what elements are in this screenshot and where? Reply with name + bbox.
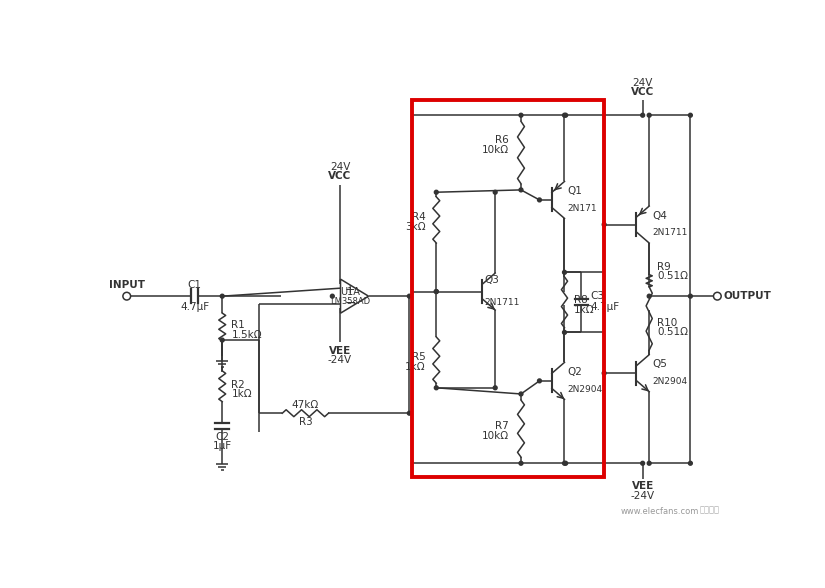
Text: R4: R4 bbox=[412, 212, 426, 222]
Circle shape bbox=[330, 294, 334, 298]
Text: 1kΩ: 1kΩ bbox=[405, 362, 426, 372]
Circle shape bbox=[519, 113, 523, 117]
Circle shape bbox=[493, 191, 497, 194]
Text: 财子发大: 财子发大 bbox=[700, 505, 719, 514]
Circle shape bbox=[641, 462, 644, 465]
Text: VCC: VCC bbox=[631, 87, 654, 97]
Circle shape bbox=[648, 294, 651, 298]
Circle shape bbox=[689, 462, 692, 465]
Circle shape bbox=[434, 290, 438, 293]
Text: LM358AD: LM358AD bbox=[331, 297, 370, 306]
Text: Q4: Q4 bbox=[653, 211, 667, 220]
Text: Q5: Q5 bbox=[653, 359, 667, 369]
Text: 24V: 24V bbox=[330, 162, 351, 172]
Circle shape bbox=[563, 270, 567, 274]
Text: R1: R1 bbox=[232, 320, 245, 330]
Text: 4.7μF: 4.7μF bbox=[591, 302, 620, 312]
Circle shape bbox=[641, 113, 644, 117]
Text: R6: R6 bbox=[495, 135, 509, 145]
Circle shape bbox=[434, 191, 438, 194]
Circle shape bbox=[563, 462, 567, 465]
Circle shape bbox=[519, 462, 523, 465]
Text: 1.5kΩ: 1.5kΩ bbox=[232, 330, 262, 340]
Text: C1: C1 bbox=[187, 280, 201, 290]
Text: OUTPUT: OUTPUT bbox=[724, 291, 771, 301]
Text: 2N1711: 2N1711 bbox=[484, 298, 520, 307]
Circle shape bbox=[538, 198, 541, 202]
Circle shape bbox=[408, 294, 412, 298]
Text: 1kΩ: 1kΩ bbox=[232, 389, 252, 399]
Circle shape bbox=[434, 290, 438, 293]
Text: Q2: Q2 bbox=[568, 367, 582, 377]
Text: INPUT: INPUT bbox=[109, 280, 144, 290]
Circle shape bbox=[519, 392, 523, 396]
Circle shape bbox=[563, 113, 567, 117]
Text: -24V: -24V bbox=[328, 355, 352, 365]
Text: U1A: U1A bbox=[341, 286, 361, 296]
Circle shape bbox=[602, 371, 606, 375]
Text: R3: R3 bbox=[299, 417, 313, 427]
Text: 4.7μF: 4.7μF bbox=[180, 302, 209, 312]
Circle shape bbox=[220, 294, 224, 298]
Bar bbox=[412, 100, 604, 477]
Circle shape bbox=[563, 113, 568, 117]
Text: 24V: 24V bbox=[633, 78, 653, 88]
Text: Q3: Q3 bbox=[484, 275, 499, 285]
Circle shape bbox=[563, 330, 567, 335]
Text: 10kΩ: 10kΩ bbox=[482, 145, 509, 155]
Text: R8: R8 bbox=[573, 295, 587, 305]
Text: −: − bbox=[344, 296, 356, 310]
Text: 2N171: 2N171 bbox=[568, 204, 597, 213]
Text: VEE: VEE bbox=[631, 482, 653, 492]
Text: 47kΩ: 47kΩ bbox=[292, 400, 319, 410]
Text: 10kΩ: 10kΩ bbox=[482, 432, 509, 442]
Text: +: + bbox=[344, 283, 355, 296]
Circle shape bbox=[648, 113, 651, 117]
Text: www.elecfans.com: www.elecfans.com bbox=[620, 506, 699, 516]
Circle shape bbox=[648, 462, 651, 465]
Text: 0.51Ω: 0.51Ω bbox=[657, 328, 688, 338]
Circle shape bbox=[220, 338, 224, 342]
Text: 3kΩ: 3kΩ bbox=[405, 222, 426, 232]
Text: R5: R5 bbox=[412, 352, 426, 362]
Text: 1μF: 1μF bbox=[213, 442, 232, 452]
Text: -24V: -24V bbox=[630, 490, 655, 500]
Text: R10: R10 bbox=[657, 318, 677, 328]
Text: C3: C3 bbox=[591, 291, 605, 301]
Circle shape bbox=[538, 379, 541, 383]
Text: Q1: Q1 bbox=[568, 186, 582, 196]
Text: R9: R9 bbox=[657, 262, 671, 272]
Circle shape bbox=[408, 411, 412, 415]
Circle shape bbox=[689, 294, 692, 298]
Text: R2: R2 bbox=[232, 380, 245, 390]
Text: 2N1711: 2N1711 bbox=[653, 228, 688, 238]
Text: VEE: VEE bbox=[329, 346, 351, 356]
Circle shape bbox=[602, 223, 606, 226]
Text: VCC: VCC bbox=[328, 171, 351, 181]
Text: C2: C2 bbox=[215, 432, 229, 442]
Text: R7: R7 bbox=[495, 421, 509, 432]
Circle shape bbox=[519, 188, 523, 192]
Text: 2N2904: 2N2904 bbox=[653, 377, 687, 386]
Text: 0.51Ω: 0.51Ω bbox=[657, 271, 688, 281]
Circle shape bbox=[493, 386, 497, 390]
Text: 1kΩ: 1kΩ bbox=[573, 305, 594, 315]
Circle shape bbox=[434, 386, 438, 390]
Circle shape bbox=[563, 462, 568, 465]
Circle shape bbox=[689, 113, 692, 117]
Text: 2N2904: 2N2904 bbox=[568, 385, 603, 394]
